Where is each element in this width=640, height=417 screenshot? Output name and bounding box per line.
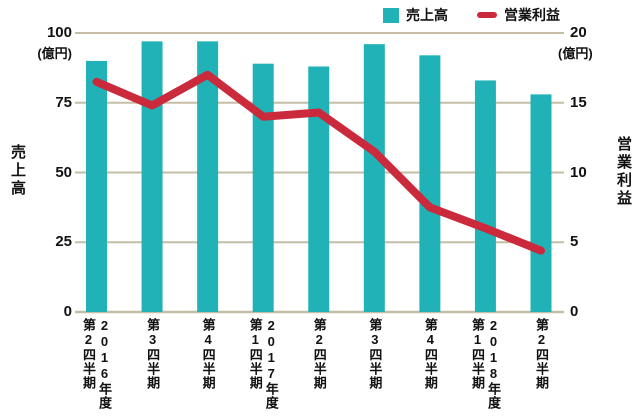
revenue-legend-label: 売上高	[406, 7, 448, 23]
x-axis-label: 第2四半期	[534, 318, 549, 390]
profit-legend-swatch	[477, 12, 497, 18]
right-axis-tick: 5	[570, 233, 579, 251]
x-axis-label: 第3四半期	[145, 318, 161, 390]
quarter-label: 第2四半期	[311, 318, 327, 390]
quarter-label: 第3四半期	[145, 318, 161, 390]
quarter-label: 第4四半期	[422, 318, 438, 390]
left-axis-title: 売上高	[9, 144, 26, 198]
x-axis-label: 第3四半期	[367, 318, 383, 390]
fiscal-year-label: 2016年度	[97, 318, 112, 410]
fiscal-year-label: 2018年度	[485, 318, 501, 410]
left-axis-tick: 50	[55, 163, 72, 181]
fiscal-year-label: 2017年度	[263, 318, 279, 410]
right-axis-tick: 15	[570, 93, 587, 111]
revenue-legend-swatch	[383, 7, 399, 23]
x-axis-label: 第4四半期	[422, 318, 438, 390]
quarter-label: 第4四半期	[200, 318, 216, 390]
left-axis-tick: 25	[55, 233, 72, 251]
revenue-bar	[363, 44, 385, 312]
quarter-label: 第2四半期	[81, 318, 96, 390]
right-axis-tick: 20	[570, 24, 587, 41]
left-axis-tick: 0	[63, 303, 72, 320]
quarter-label: 第3四半期	[367, 318, 383, 390]
quarter-label: 第2四半期	[534, 318, 549, 390]
x-axis-label: 第1四半期 2017年度	[247, 318, 279, 410]
x-axis-label: 第1四半期 2018年度	[469, 318, 501, 410]
right-axis-tick: 0	[570, 303, 579, 320]
quarter-label: 第1四半期	[469, 318, 485, 390]
left-axis-tick: 75	[55, 93, 72, 111]
revenue-bar	[252, 63, 274, 312]
x-axis-label: 第2四半期	[311, 318, 327, 390]
profit-line	[92, 70, 545, 255]
revenue-bar	[419, 55, 441, 312]
x-axis-label: 第4四半期	[200, 318, 216, 390]
legend: 売上高 営業利益	[383, 5, 560, 25]
revenue-bar	[141, 41, 163, 313]
x-axis-label: 第2四半期 2016年度	[81, 318, 112, 410]
revenue-bar	[197, 41, 219, 313]
profit-legend-label: 営業利益	[504, 7, 560, 23]
revenue-bar	[86, 60, 107, 313]
right-axis-tick: 10	[570, 163, 587, 181]
quarter-label: 第1四半期	[247, 318, 263, 390]
left-axis-tick: 100	[46, 24, 72, 41]
revenue-bar	[308, 66, 330, 312]
right-axis-unit: (億円)	[558, 46, 593, 61]
right-axis-title: 営業利益	[615, 136, 632, 208]
revenue-bar	[530, 94, 552, 312]
revenue-bar	[474, 80, 496, 313]
left-axis-unit: (億円)	[37, 46, 72, 61]
